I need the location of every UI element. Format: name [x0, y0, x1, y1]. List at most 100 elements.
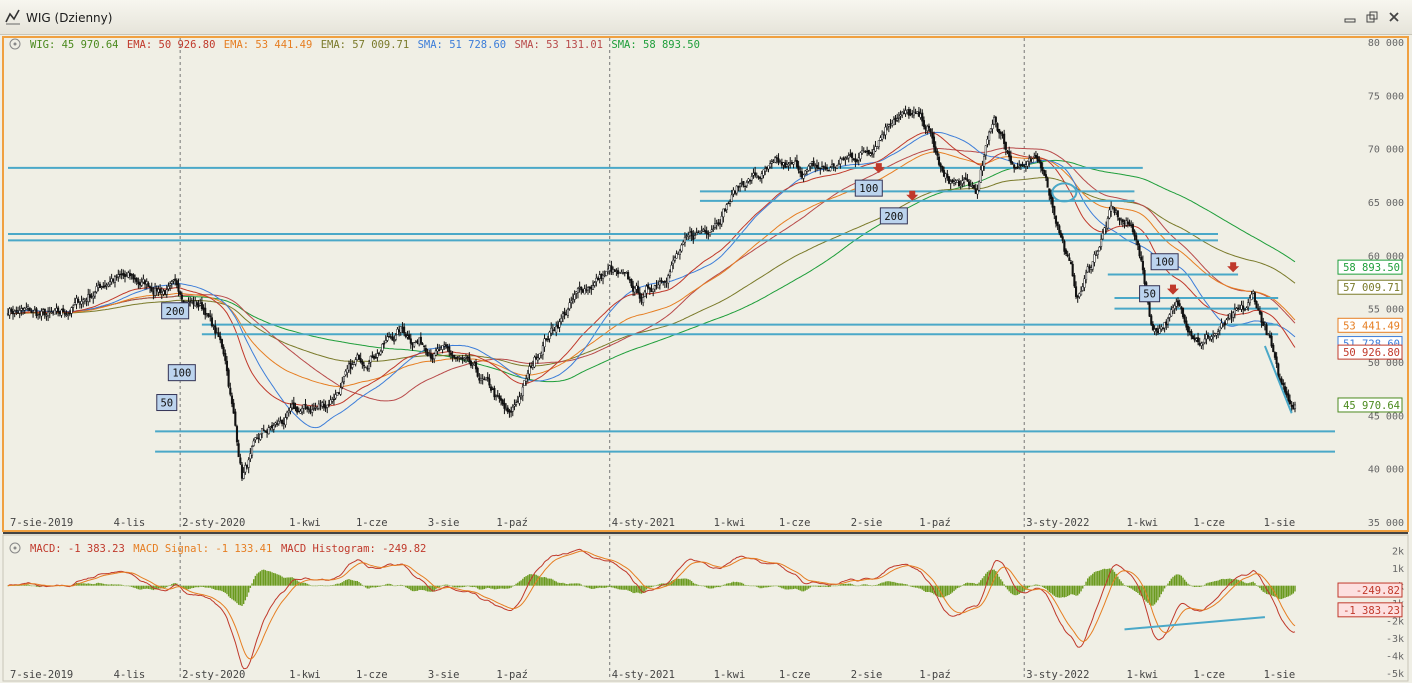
ma-label-box: [156, 394, 178, 412]
candle: [1121, 219, 1124, 223]
window-titlebar[interactable]: WIG (Dzienny): [0, 0, 1412, 35]
macd-bar: [1277, 585, 1279, 599]
candle: [202, 307, 205, 310]
candle: [336, 392, 339, 396]
candle: [306, 406, 309, 410]
macd-bar: [1066, 585, 1069, 597]
candle: [489, 386, 493, 391]
macd-bar: [1217, 580, 1219, 586]
candle: [448, 346, 451, 353]
macd-bar: [846, 583, 848, 586]
candle: [1013, 164, 1016, 169]
macd-bar: [37, 585, 39, 587]
chart-area[interactable]: WIG: 45 970.64 EMA: 50 926.80 EMA: 53 441.…: [0, 34, 1412, 683]
macd-bar: [273, 572, 275, 586]
candle: [1283, 386, 1287, 393]
macd-bar: [483, 585, 486, 590]
candle: [60, 309, 63, 316]
macd-bar: [231, 585, 233, 600]
candle: [782, 162, 785, 166]
macd-bar: [256, 573, 258, 586]
y-tick-label: 80 000: [1368, 38, 1404, 49]
macd-bar: [647, 585, 649, 589]
ma-label-box: [167, 364, 196, 382]
macd-bar: [423, 585, 425, 591]
macd-bar: [610, 585, 613, 588]
candle: [979, 169, 982, 183]
macd-bar: [104, 584, 106, 586]
candle: [1293, 404, 1297, 409]
macd-bar: [1051, 585, 1054, 595]
candle: [652, 288, 655, 292]
candle: [367, 363, 371, 369]
candle: [637, 285, 640, 293]
candle: [1008, 151, 1011, 158]
candle: [792, 162, 795, 165]
candle: [1160, 326, 1163, 330]
macd-bar: [609, 585, 611, 587]
macd-bar: [1227, 578, 1229, 586]
macd-bar: [715, 585, 718, 588]
candle: [459, 358, 463, 360]
macd-bar: [1013, 585, 1015, 596]
macd-bar: [222, 585, 225, 592]
candle: [429, 353, 432, 359]
candle: [856, 160, 859, 162]
candle: [234, 411, 237, 426]
macd-bar: [279, 575, 282, 586]
macd-bar: [263, 569, 265, 586]
macd-bar: [552, 579, 554, 586]
macd-bar: [415, 585, 417, 592]
macd-bar: [114, 584, 116, 586]
candle: [1126, 221, 1129, 224]
candle: [1029, 159, 1032, 161]
restore-icon[interactable]: [1366, 11, 1378, 23]
candle: [177, 283, 180, 292]
macd-bar: [883, 582, 885, 586]
candle: [344, 370, 347, 376]
candle: [545, 338, 548, 341]
candle: [389, 336, 392, 338]
candle: [794, 160, 797, 162]
macd-bar: [512, 585, 514, 587]
macd-bar: [804, 585, 806, 591]
candle: [334, 394, 337, 399]
macd-bar: [167, 585, 170, 587]
candle: [1153, 329, 1156, 332]
candle: [1282, 382, 1285, 386]
macd-bar: [99, 583, 101, 586]
macd-bar: [741, 582, 743, 586]
macd-bar: [1175, 574, 1178, 586]
candle: [1232, 312, 1235, 318]
macd-bar: [368, 585, 370, 589]
macd-bar: [821, 585, 823, 587]
macd-bar: [879, 583, 882, 586]
ma-label-text: 100: [1155, 257, 1174, 269]
macd-bar: [184, 585, 186, 590]
candle: [628, 279, 631, 281]
macd-bar: [1003, 584, 1005, 586]
candle: [700, 230, 703, 233]
macd-bar: [182, 585, 185, 589]
close-icon[interactable]: [1388, 11, 1400, 23]
candle: [632, 285, 635, 292]
y-tick-label: 60 000: [1368, 251, 1404, 262]
candle: [861, 150, 864, 154]
macd-bar: [478, 585, 481, 590]
candle: [1260, 312, 1263, 323]
minimize-icon[interactable]: [1344, 11, 1356, 23]
candle: [58, 311, 61, 314]
candle: [438, 349, 441, 351]
macd-bar: [1168, 581, 1171, 586]
candle: [133, 278, 137, 280]
candle: [1061, 236, 1064, 241]
candle: [1202, 341, 1205, 345]
macd-bar: [448, 585, 450, 586]
candle: [625, 272, 628, 274]
macd-bar: [936, 585, 939, 596]
macd-bar: [1060, 585, 1062, 598]
candle: [630, 278, 633, 287]
macd-bar: [1123, 585, 1126, 586]
macd-bar: [508, 585, 511, 589]
macd-x-tick-label: 2-sie: [851, 669, 883, 681]
